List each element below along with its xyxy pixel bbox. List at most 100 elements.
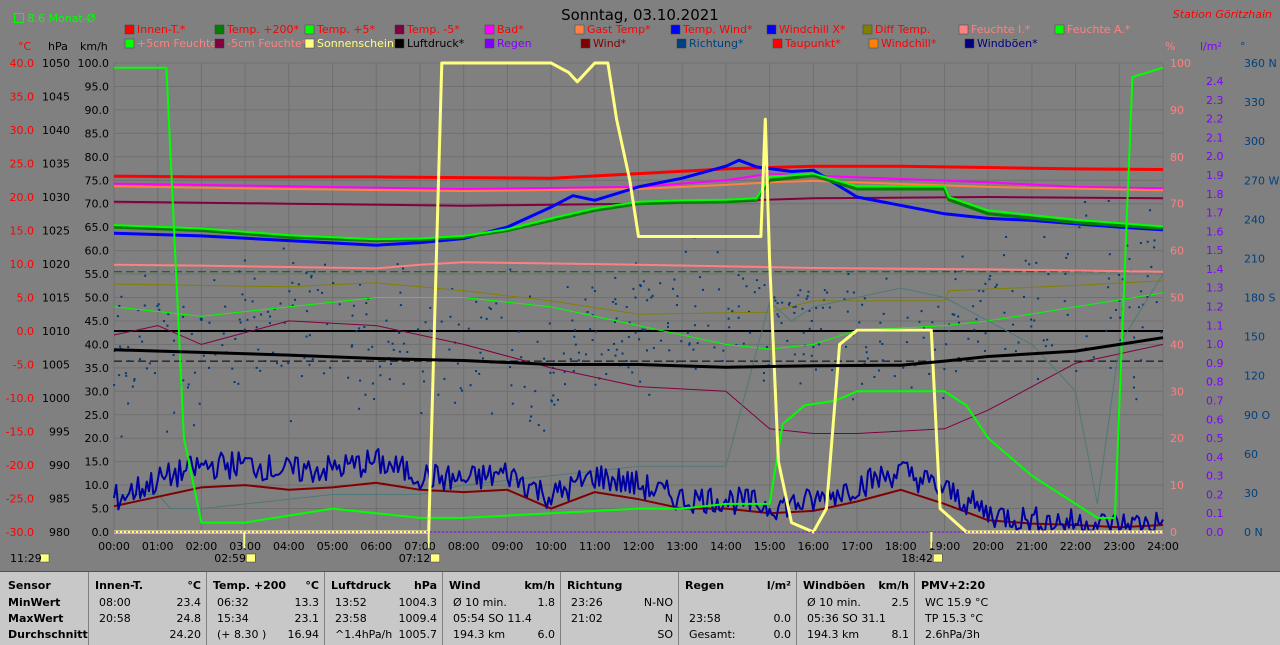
direction-point (448, 348, 451, 351)
direction-point (614, 354, 617, 357)
direction-point (520, 356, 523, 359)
legend-swatch (958, 24, 969, 35)
rain-tick-label: 0.8 (1206, 376, 1224, 389)
direction-tick-label: 120 (1244, 370, 1265, 383)
direction-point (124, 372, 127, 375)
direction-point (288, 290, 291, 293)
direction-point (957, 321, 960, 324)
direction-point (954, 370, 957, 373)
direction-point (133, 379, 136, 382)
direction-point (367, 348, 370, 351)
direction-point (495, 302, 498, 305)
direction-point (202, 354, 205, 357)
direction-point (967, 337, 970, 340)
direction-point (591, 339, 594, 342)
wind-tick-label: 5.0 (92, 503, 110, 516)
direction-point (613, 321, 616, 324)
direction-point (918, 320, 921, 323)
legend-label: Windchill* (881, 37, 937, 50)
direction-point (352, 304, 355, 307)
direction-point (119, 345, 122, 348)
direction-point (801, 307, 804, 310)
direction-point (802, 331, 805, 334)
direction-point (1028, 263, 1031, 266)
direction-point (311, 358, 314, 361)
table-cell-right: 1.8 (537, 596, 556, 609)
table-cell-left: 194.3 km (453, 628, 506, 641)
direction-point (490, 308, 493, 311)
table-cell-left: 08:00 (99, 596, 131, 609)
percent-tick-label: 30 (1170, 385, 1184, 398)
direction-tick-label: 240 (1244, 213, 1265, 226)
direction-tick-label: 330 (1244, 96, 1265, 109)
direction-point (737, 305, 740, 308)
direction-point (145, 367, 148, 370)
direction-point (1119, 316, 1122, 319)
table-cell-left: 23:58 (335, 612, 367, 625)
table-cell-right: 0.0 (773, 612, 792, 625)
checkbox-icon (14, 13, 24, 23)
direction-point (1135, 398, 1138, 401)
rain-tick-label: 0.7 (1206, 394, 1224, 407)
direction-point (350, 345, 353, 348)
direction-point (300, 375, 303, 378)
direction-point (937, 305, 940, 308)
direction-point (260, 313, 263, 316)
direction-point (251, 300, 254, 303)
direction-point (984, 282, 987, 285)
month-average-box[interactable]: 8.6 Monat-Ø (14, 12, 95, 25)
direction-point (749, 331, 752, 334)
direction-point (451, 287, 454, 290)
direction-point (879, 340, 882, 343)
direction-point (421, 370, 424, 373)
direction-point (255, 326, 258, 329)
table-column-unit: °C (305, 579, 319, 592)
direction-point (651, 294, 654, 297)
direction-point (1063, 300, 1066, 303)
direction-point (961, 255, 964, 258)
direction-point (821, 306, 824, 309)
direction-point (1133, 336, 1136, 339)
direction-point (399, 291, 402, 294)
direction-point (698, 276, 701, 279)
direction-point (167, 313, 170, 316)
table-cell-left: Gesamt: (689, 628, 736, 641)
rain-tick-label: 1.5 (1206, 244, 1224, 257)
table-cell-left: ^1.4hPa/h (335, 628, 393, 641)
direction-point (329, 366, 332, 369)
direction-point (667, 322, 670, 325)
direction-point (1085, 335, 1088, 338)
direction-point (548, 322, 551, 325)
temp-tick-label: -5.0 (13, 359, 34, 372)
direction-point (1126, 244, 1129, 247)
percent-tick-label: 80 (1170, 151, 1184, 164)
direction-point (1078, 226, 1081, 229)
x-tick-label: 18:00 (885, 540, 917, 553)
direction-point (976, 340, 979, 343)
rain-tick-label: 2.2 (1206, 113, 1224, 126)
direction-point (424, 321, 427, 324)
legend-label: Windböen* (977, 37, 1038, 50)
direction-tick-label: 300 (1244, 135, 1265, 148)
direction-point (807, 290, 810, 293)
legend-label: Sonnenschein* (317, 37, 400, 50)
rain-tick-label: 0.9 (1206, 357, 1224, 370)
direction-point (549, 371, 552, 374)
direction-point (305, 272, 308, 275)
series-line (113, 448, 1164, 532)
direction-point (481, 357, 484, 360)
direction-point (878, 369, 881, 372)
direction-point (237, 382, 240, 385)
direction-point (605, 373, 608, 376)
direction-point (584, 298, 587, 301)
direction-point (652, 347, 655, 350)
direction-point (675, 304, 678, 307)
table-column: PMV+2:20 WC 15.9 °C TP 15.3 °C 2.6hPa/3h (914, 572, 1115, 645)
direction-point (668, 349, 671, 352)
series-line (113, 320, 1164, 434)
direction-point (291, 281, 294, 284)
direction-point (694, 305, 697, 308)
direction-point (552, 371, 555, 374)
direction-point (787, 303, 790, 306)
direction-point (621, 352, 624, 355)
